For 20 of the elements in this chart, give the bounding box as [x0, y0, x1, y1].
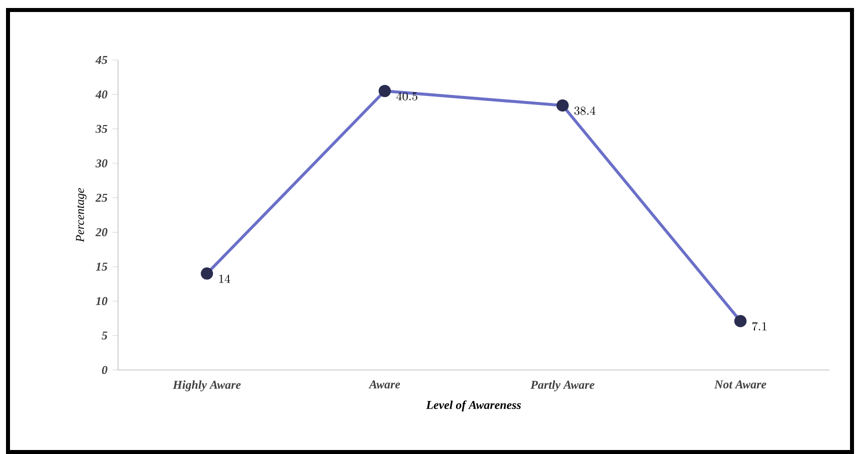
- y-tick-label: 15: [96, 262, 108, 271]
- y-tick-label: 30: [96, 159, 108, 168]
- y-tick-label: 25: [95, 194, 108, 202]
- y-tick-label: 10: [96, 297, 108, 306]
- x-axis-title: Level of Awareness: [426, 400, 521, 412]
- y-axis-title: Percentage: [76, 188, 86, 242]
- data-label: 40.5: [396, 92, 418, 100]
- x-tick-label: Highly Aware: [172, 380, 241, 392]
- y-tick-label: 35: [96, 124, 108, 133]
- y-tick-label: 5: [102, 332, 108, 340]
- y-tick-label: 0: [102, 366, 108, 374]
- y-tick-label: 20: [95, 228, 108, 236]
- x-tick-label: Partly Aware: [530, 380, 594, 392]
- data-label: 7. 1: [752, 322, 766, 331]
- data-label: 14: [219, 274, 230, 283]
- y-tick-label: 45: [95, 56, 108, 64]
- x-tick-label: Not Aware: [714, 380, 766, 388]
- data-label: 38.4: [574, 106, 596, 115]
- y-tick-label: 40: [95, 90, 108, 98]
- x-tick-label: Aware: [368, 380, 400, 388]
